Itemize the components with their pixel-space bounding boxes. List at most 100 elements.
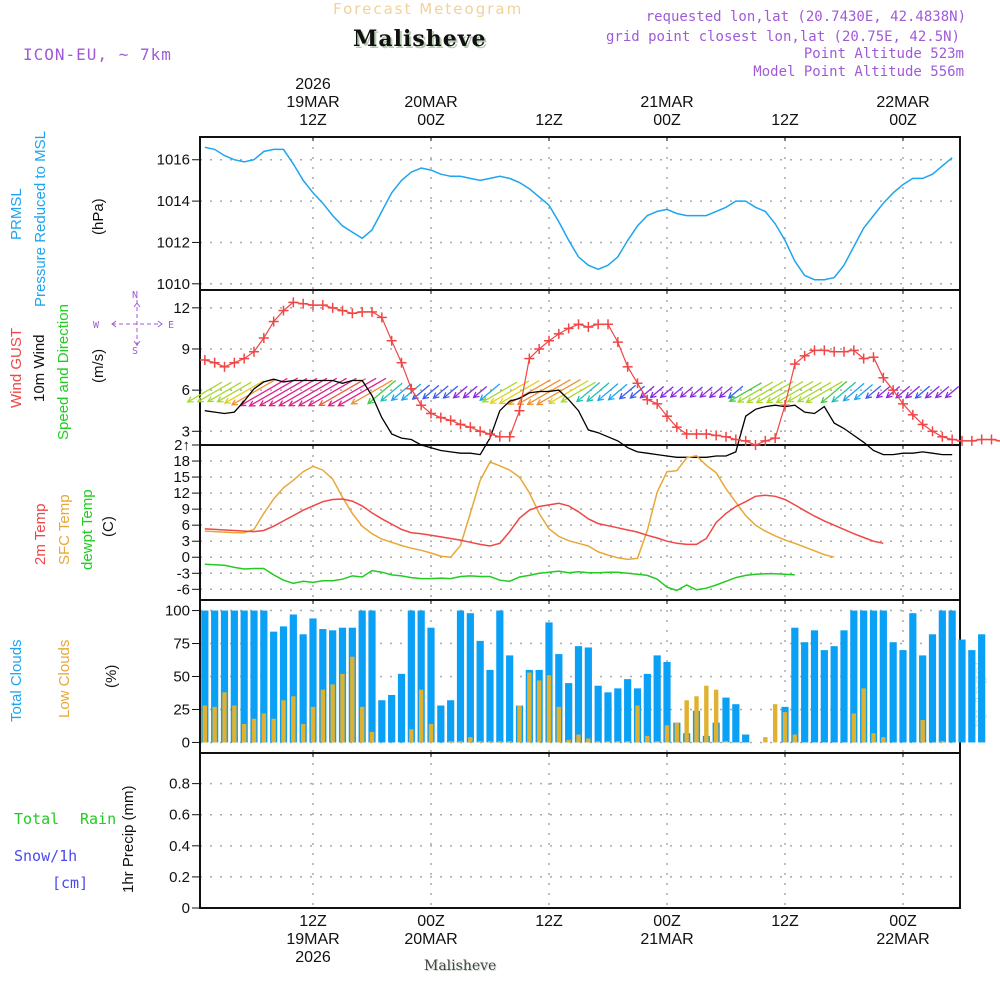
gust-marker [376, 312, 387, 323]
bar-low-clouds [487, 741, 493, 743]
wind-arrow-head [586, 395, 594, 402]
time-axis-line3: 00Z [889, 112, 917, 129]
series-sfc-temp [204, 454, 835, 561]
wind-arrow-head [895, 391, 903, 399]
bar-low-clouds [684, 700, 689, 743]
bar-total-clouds [388, 694, 396, 743]
gust-marker [209, 357, 220, 368]
bar-total-clouds [791, 627, 799, 743]
wind-arrow [473, 386, 488, 399]
gust-marker [917, 419, 928, 430]
wind-arrow [490, 380, 530, 404]
bar-total-clouds [810, 630, 819, 743]
grid-point-coords: grid point closest lon,lat (20.75E, 42.5… [605, 29, 960, 45]
wind-arrow-head [765, 396, 774, 404]
wind-arrow-head [526, 398, 534, 406]
time-axis-line3: 12Z [535, 112, 563, 129]
bar-total-clouds [860, 610, 868, 743]
wind-arrow-head [516, 398, 524, 406]
wind-arrow [640, 385, 655, 399]
gust-marker [229, 357, 240, 368]
bar-total-clouds [624, 679, 632, 743]
gust-marker [966, 435, 977, 446]
bar-total-clouds [496, 610, 504, 743]
y-tick-label: 0.2 [169, 869, 190, 886]
bar-low-clouds [674, 722, 680, 743]
y-tick-label: -6 [177, 581, 190, 598]
bar-low-clouds [477, 741, 483, 743]
wind-arrow [597, 383, 619, 401]
compass-rose-icon: N W E S [90, 290, 180, 360]
bar-low-clouds [428, 723, 434, 743]
wind-arrow [766, 381, 804, 403]
gust-marker [288, 297, 299, 308]
precip-snow-label: Snow/1h [14, 847, 78, 865]
time-axis-line2: 21MAR [640, 94, 694, 111]
wind-arrow-head [462, 391, 470, 399]
wind-arrow-head [775, 397, 783, 404]
wind-arrow [197, 381, 232, 403]
wind-arrow-head [914, 392, 922, 399]
wind-arrow [895, 385, 911, 399]
gust-marker [396, 357, 407, 368]
wind-arrow [217, 381, 252, 403]
time-axis-line2: 22MAR [876, 94, 930, 111]
gust-marker [426, 408, 436, 419]
precip-rain-label: Rain [80, 810, 117, 828]
point-altitude: Point Altitude 523m [803, 46, 964, 62]
wind-arrow [680, 386, 694, 398]
wind-arrow [187, 381, 223, 403]
bar-total-clouds [289, 614, 297, 743]
bar-total-clouds [565, 683, 573, 743]
wind-arrow-head [607, 393, 615, 401]
gust-marker [740, 435, 751, 446]
chart-subtitle: Forecast Meteogram [333, 0, 524, 18]
gust-marker [278, 305, 289, 316]
wind-arrow [797, 381, 832, 403]
gust-marker [367, 306, 377, 317]
bar-low-clouds [271, 718, 276, 743]
bar-total-clouds [663, 661, 671, 743]
wind-arrow-head [400, 394, 408, 401]
bar-total-clouds [309, 618, 317, 743]
y-tick-label: 3 [182, 423, 190, 440]
series-prmsl [204, 146, 953, 281]
gust-marker [475, 426, 486, 437]
wind-arrow [536, 378, 581, 406]
bar-low-clouds [517, 705, 522, 743]
gust-marker [298, 298, 309, 309]
bar-low-clouds [330, 684, 335, 743]
wind-arrow-head [699, 391, 707, 398]
gust-marker [485, 429, 495, 440]
bar-low-clouds [281, 700, 286, 743]
wind-arrow [831, 381, 857, 403]
bar-total-clouds [378, 700, 386, 743]
y-tick-label: 12 [173, 300, 190, 317]
bar-low-clouds [556, 706, 562, 743]
wind-arrow-head [318, 399, 326, 407]
gust-marker [878, 372, 889, 383]
bar-total-clouds [220, 610, 229, 743]
bar-total-clouds [250, 610, 258, 743]
bar-low-clouds [871, 733, 876, 743]
y-tick-label: 0 [182, 900, 190, 917]
time-axis-line2: 22MAR [876, 931, 930, 948]
bar-total-clouds [417, 610, 425, 743]
wind-arrow [805, 381, 843, 403]
wind-arrow [945, 386, 960, 399]
wind-arrow [351, 379, 393, 405]
time-axis-line1: 00Z [417, 913, 445, 930]
y-tick-label: 0.8 [169, 776, 190, 793]
wind-arrow [269, 377, 318, 407]
wind-arrow [737, 381, 774, 403]
wind-arrow [719, 386, 733, 398]
wind-arrow [499, 380, 540, 405]
time-axis-line2: 20MAR [404, 94, 458, 111]
y-tick-label: 0.4 [169, 838, 190, 855]
gust-marker [199, 354, 210, 365]
bar-low-clouds [566, 739, 571, 743]
compass-s: S [132, 346, 139, 357]
wind-arrow-head [596, 394, 604, 402]
gust-marker [957, 435, 967, 446]
